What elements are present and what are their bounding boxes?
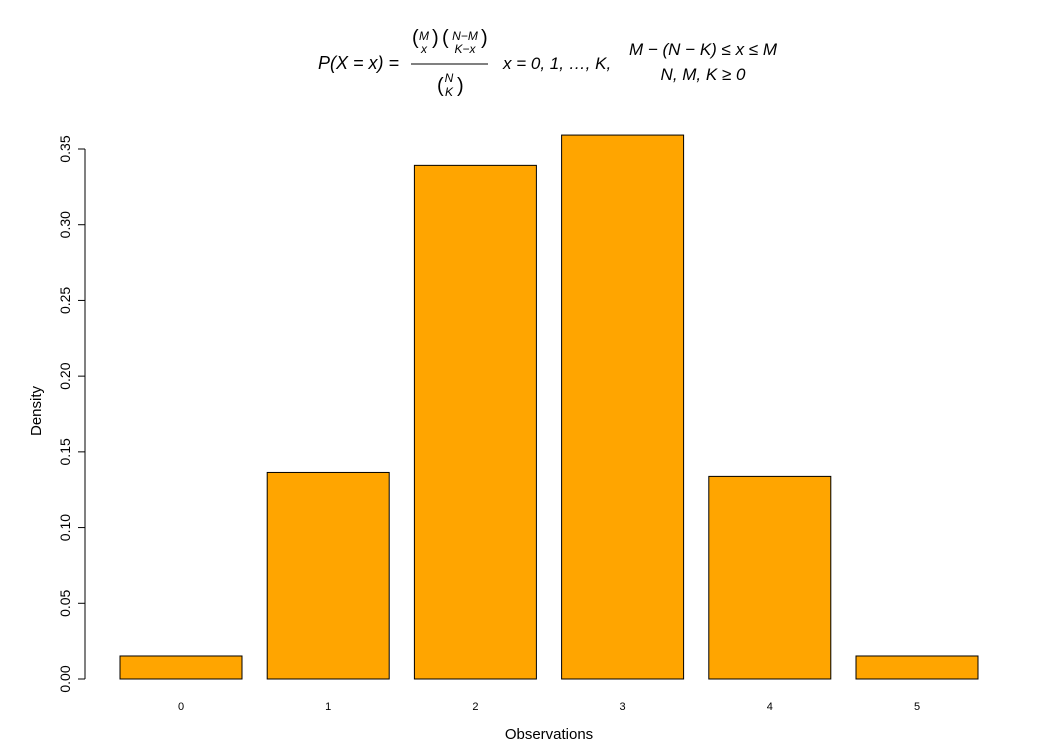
y-tick-label: 0.20 [57, 362, 73, 389]
binom3-top: N [445, 71, 454, 85]
binom3-bottom: K [445, 85, 454, 99]
binom1-bottom: x [420, 42, 428, 56]
x-category-labels: 0 1 2 3 4 5 [178, 701, 920, 713]
chart-title-formula: P(X = x) = ( M x ) ( N−M K−x ) ( N K ) x… [318, 27, 778, 99]
bar-5 [855, 655, 979, 680]
y-tick-label: 0.35 [57, 135, 73, 162]
y-axis-title: Density [28, 385, 45, 436]
x-category-label: 5 [914, 701, 920, 713]
paren-left-1: ( [412, 27, 419, 49]
y-tick-label: 0.00 [57, 665, 73, 692]
paren-right-2: ) [481, 27, 488, 49]
y-tick-label: 0.30 [57, 211, 73, 238]
binom1-top: M [419, 29, 429, 43]
binom2-bottom: K−x [454, 42, 476, 56]
binom2-top: N−M [452, 29, 478, 43]
x-axis-title: Observations [505, 726, 593, 743]
formula-support: x = 0, 1, …, K, [502, 54, 611, 73]
y-tick-label: 0.15 [57, 438, 73, 465]
bar-4 [708, 475, 832, 680]
x-category-label: 1 [325, 701, 331, 713]
y-ticks: 0.00 0.05 0.10 0.15 0.20 0.25 0.30 0.35 [57, 135, 85, 693]
bar-2 [413, 164, 537, 680]
paren-left-3: ( [437, 75, 444, 97]
x-category-label: 0 [178, 701, 184, 713]
x-category-label: 3 [620, 701, 626, 713]
x-category-label: 2 [472, 701, 478, 713]
y-tick-label: 0.10 [57, 514, 73, 541]
formula-constraint-2: N, M, K ≥ 0 [661, 65, 746, 84]
formula-constraint-1: M − (N − K) ≤ x ≤ M [629, 40, 778, 59]
bar-0 [119, 655, 243, 680]
bars [119, 134, 979, 680]
y-tick-label: 0.25 [57, 287, 73, 314]
formula-lhs: P(X = x) = [318, 53, 399, 73]
bar-1 [266, 471, 390, 680]
paren-right-1: ) [432, 27, 439, 49]
x-category-label: 4 [767, 701, 773, 713]
bar-3 [561, 134, 685, 680]
paren-right-3: ) [457, 75, 464, 97]
paren-left-2: ( [442, 27, 449, 49]
y-tick-label: 0.05 [57, 589, 73, 616]
